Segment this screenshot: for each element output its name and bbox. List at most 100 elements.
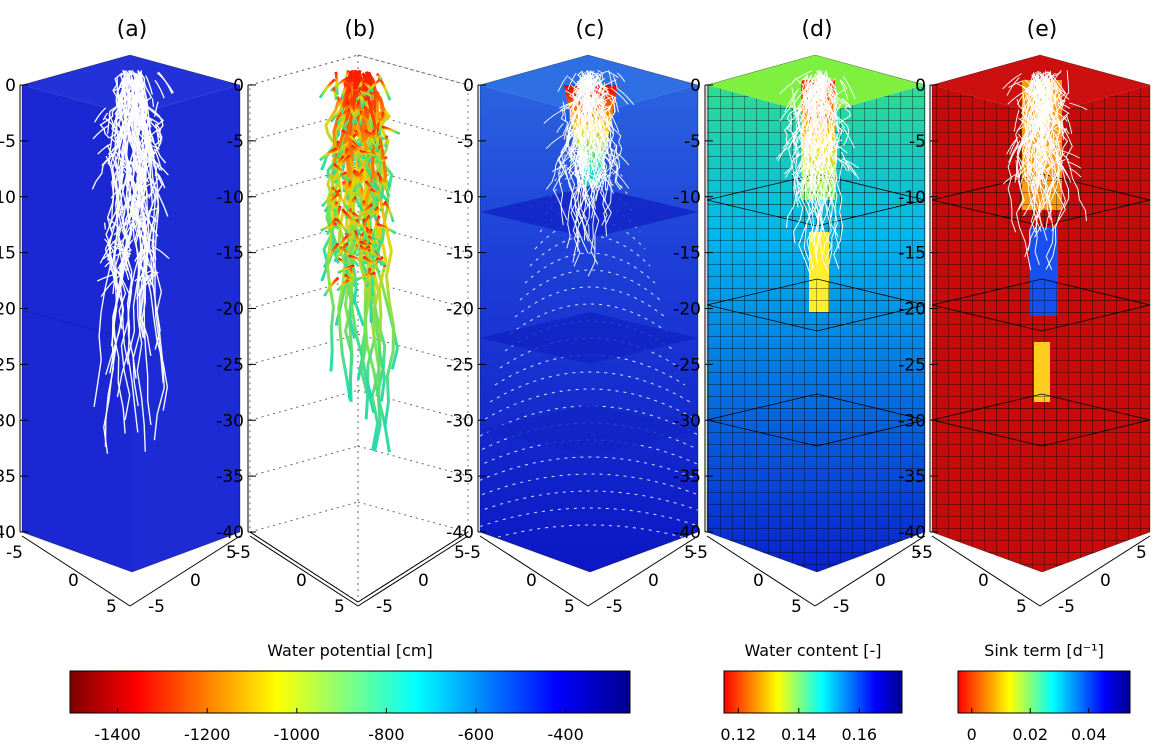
- root: [609, 147, 630, 166]
- root: [1069, 102, 1088, 111]
- root: [568, 169, 576, 181]
- root: [1037, 96, 1049, 111]
- streamline: [459, 473, 721, 505]
- root: [567, 161, 578, 174]
- base-tick-label: 0: [875, 571, 886, 591]
- base-tick-label: 0: [418, 571, 429, 591]
- root: [796, 178, 799, 193]
- z-tick-label: -35: [446, 467, 474, 487]
- root: [1032, 140, 1041, 149]
- root: [342, 148, 349, 169]
- root: [138, 131, 149, 145]
- root: [126, 182, 144, 205]
- root: [560, 80, 592, 135]
- streamline: [474, 422, 706, 454]
- root: [340, 129, 361, 147]
- panel-c: (c)0-5-10-15-20-25-30-35-40-505 -505: [444, 17, 736, 617]
- root: [1060, 150, 1080, 159]
- root: [146, 128, 159, 141]
- root: [322, 242, 340, 268]
- z-tick-label: -35: [216, 467, 244, 487]
- root: [145, 75, 154, 95]
- root: [333, 242, 349, 263]
- z-tick-label: -15: [216, 244, 244, 264]
- root: [104, 117, 124, 139]
- root: [359, 149, 378, 159]
- root-system: [91, 69, 174, 454]
- root: [1018, 167, 1028, 177]
- root: [804, 133, 808, 157]
- grid-line: [357, 501, 469, 533]
- z-tick-label: -20: [673, 300, 701, 320]
- colorbar-tick-label: 0.12: [720, 725, 756, 744]
- base-tick-label: -5: [148, 597, 165, 617]
- root: [136, 176, 150, 200]
- root: [1032, 166, 1048, 190]
- root: [824, 128, 835, 148]
- z-tick-label: -35: [673, 467, 701, 487]
- root: [835, 130, 843, 149]
- root: [791, 87, 796, 110]
- root: [833, 98, 852, 109]
- root: [1021, 90, 1039, 112]
- root: [1050, 91, 1058, 114]
- root: [788, 89, 799, 110]
- root: [1058, 161, 1072, 183]
- base-axis: [706, 535, 816, 607]
- root: [137, 207, 157, 218]
- root: [592, 145, 613, 166]
- root: [135, 275, 150, 300]
- root: [105, 155, 111, 167]
- root: [809, 145, 827, 164]
- root: [601, 136, 608, 154]
- root: [126, 71, 157, 260]
- root: [588, 176, 601, 201]
- root: [809, 163, 820, 172]
- root: [608, 70, 613, 88]
- root: [601, 164, 615, 178]
- root: [582, 136, 588, 154]
- root: [331, 187, 336, 196]
- root: [351, 144, 361, 163]
- root: [320, 222, 337, 232]
- root: [122, 69, 134, 86]
- root: [148, 157, 169, 176]
- root: [108, 70, 131, 227]
- root: [807, 170, 817, 186]
- root: [319, 147, 337, 162]
- root: [1037, 138, 1049, 154]
- root: [804, 78, 820, 265]
- colorbar-title: Water content [-]: [745, 641, 882, 660]
- root: [595, 136, 612, 159]
- root: [337, 264, 355, 275]
- z-tick-label: -5: [684, 132, 701, 152]
- base-tick-label: 0: [68, 571, 79, 591]
- root: [334, 71, 339, 95]
- root: [1060, 92, 1070, 107]
- root: [1048, 166, 1065, 190]
- root: [140, 245, 147, 258]
- z-tick-label: -40: [216, 523, 244, 543]
- root: [1048, 72, 1056, 80]
- root: [567, 130, 584, 155]
- root: [795, 152, 799, 169]
- root: [828, 139, 843, 147]
- root: [828, 146, 843, 154]
- root: [1032, 87, 1037, 95]
- root: [371, 215, 381, 240]
- root: [346, 180, 352, 200]
- root: [1035, 85, 1048, 95]
- root: [801, 162, 810, 179]
- root: [1029, 119, 1040, 143]
- root: [352, 170, 362, 188]
- root: [608, 165, 630, 189]
- colorbar-title: Sink term [d⁻¹]: [984, 641, 1104, 660]
- base-tick-label: 5: [564, 597, 575, 617]
- root: [569, 142, 577, 159]
- z-tick-label: -5: [227, 132, 244, 152]
- root: [800, 79, 818, 171]
- root: [344, 231, 357, 243]
- root: [792, 105, 801, 130]
- root: [1002, 172, 1020, 185]
- root: [128, 70, 146, 86]
